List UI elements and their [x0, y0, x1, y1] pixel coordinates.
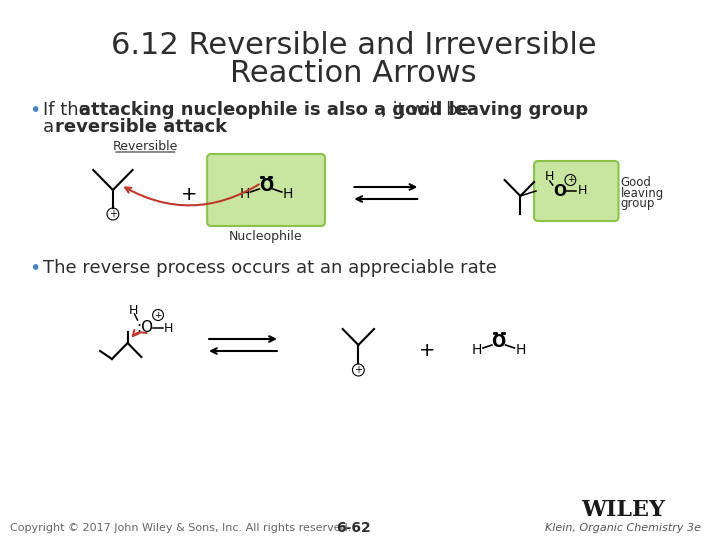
Text: 6-62: 6-62: [336, 521, 371, 535]
Text: 6.12 Reversible and Irreversible: 6.12 Reversible and Irreversible: [111, 30, 596, 59]
Text: The reverse process occurs at an appreciable rate: The reverse process occurs at an appreci…: [43, 259, 497, 277]
Text: attacking nucleophile is also a good leaving group: attacking nucleophile is also a good lea…: [78, 101, 588, 119]
Text: O: O: [259, 177, 273, 195]
Text: H: H: [545, 171, 554, 184]
Text: H: H: [472, 343, 482, 357]
Text: •: •: [30, 259, 41, 278]
Text: a: a: [43, 118, 60, 136]
Text: O: O: [492, 333, 506, 351]
Text: H: H: [577, 185, 587, 198]
Text: H: H: [515, 343, 526, 357]
Text: reversible attack: reversible attack: [55, 118, 227, 136]
Text: +: +: [154, 310, 162, 320]
Text: group: group: [621, 197, 655, 210]
Text: +: +: [354, 365, 362, 375]
FancyBboxPatch shape: [207, 154, 325, 226]
Text: Copyright © 2017 John Wiley & Sons, Inc. All rights reserved.: Copyright © 2017 John Wiley & Sons, Inc.…: [10, 523, 351, 533]
Text: +: +: [567, 176, 574, 185]
Text: WILEY: WILEY: [582, 499, 665, 521]
Text: H: H: [129, 303, 138, 316]
Text: +: +: [109, 209, 117, 219]
Text: +: +: [419, 341, 436, 360]
Text: , it will be: , it will be: [381, 101, 469, 119]
Text: Reaction Arrows: Reaction Arrows: [230, 58, 477, 87]
FancyBboxPatch shape: [534, 161, 618, 221]
Text: +: +: [181, 186, 198, 205]
Text: H: H: [164, 321, 174, 334]
Text: If the: If the: [43, 101, 96, 119]
Text: Reversible: Reversible: [112, 140, 178, 153]
Text: Nucleophile: Nucleophile: [229, 230, 303, 243]
Text: H: H: [239, 187, 250, 201]
Text: O: O: [553, 184, 566, 199]
Text: H: H: [282, 187, 293, 201]
Text: •: •: [30, 100, 41, 119]
Text: leaving: leaving: [621, 186, 664, 199]
Text: Klein, Organic Chemistry 3e: Klein, Organic Chemistry 3e: [546, 523, 701, 533]
Text: Good: Good: [621, 177, 652, 190]
Text: :O: :O: [137, 321, 154, 335]
